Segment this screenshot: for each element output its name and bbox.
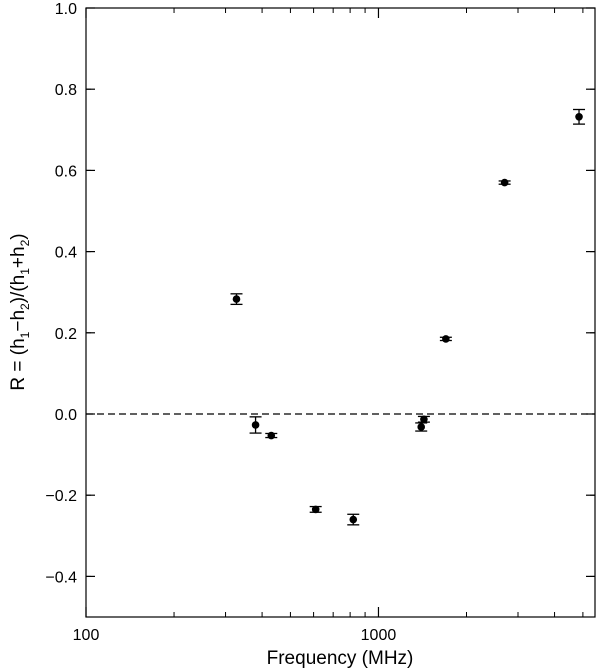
data-point xyxy=(309,505,322,514)
x-tick-labels: 100 1000 xyxy=(73,627,397,644)
data-points xyxy=(230,108,586,526)
y-tick-label: 0.6 xyxy=(55,163,77,180)
data-point xyxy=(265,431,278,440)
x-axis-title: Frequency (MHz) xyxy=(267,648,414,669)
y-tick-label: 0.4 xyxy=(55,245,77,262)
plot-frame xyxy=(85,7,596,618)
data-point xyxy=(498,178,511,187)
y-axis-title-part: ) xyxy=(8,233,29,239)
point-marker xyxy=(417,423,426,431)
data-point xyxy=(249,416,262,434)
point-marker xyxy=(420,415,428,424)
data-point xyxy=(230,293,243,306)
point-marker xyxy=(500,178,509,187)
point-marker xyxy=(349,515,358,524)
y-axis-title-part: )/(h xyxy=(8,275,29,304)
point-marker xyxy=(311,505,320,514)
point-marker xyxy=(232,295,241,303)
y-tick-labels: 1.0 0.8 0.6 0.4 0.2 0.0 −0.2 −0.4 xyxy=(45,1,77,586)
y-axis-title-part: +h xyxy=(8,246,29,268)
y-axis-title-subscript: 1 xyxy=(18,268,32,275)
point-marker xyxy=(251,421,260,429)
data-point xyxy=(347,513,360,526)
point-marker xyxy=(267,431,276,440)
data-point xyxy=(573,108,586,125)
y-tick-label: 0.0 xyxy=(55,407,77,424)
data-point xyxy=(417,415,430,424)
y-tick-label: −0.2 xyxy=(45,488,77,505)
point-marker xyxy=(442,335,450,343)
y-axis-title-subscript: 2 xyxy=(18,303,32,310)
y-tick-label: 0.2 xyxy=(55,326,77,343)
minor-ticks xyxy=(86,7,595,617)
y-axis-title-subscript: 1 xyxy=(18,331,32,338)
y-axis-title-part: −h xyxy=(8,310,29,332)
y-axis-title-part: R = (h xyxy=(8,338,29,390)
y-axis-title-subscript: 2 xyxy=(18,239,32,246)
x-tick-label: 100 xyxy=(73,627,100,644)
y-axis-title: R = (h1−h2)/(h1+h2) xyxy=(8,233,32,390)
data-point xyxy=(439,335,452,343)
y-tick-label: −0.4 xyxy=(45,569,77,586)
major-ticks xyxy=(85,7,595,617)
x-tick-label: 1000 xyxy=(361,627,397,644)
y-tick-label: 0.8 xyxy=(55,82,77,99)
data-point xyxy=(415,422,428,432)
y-tick-label: 1.0 xyxy=(55,1,77,18)
point-marker xyxy=(575,113,583,121)
